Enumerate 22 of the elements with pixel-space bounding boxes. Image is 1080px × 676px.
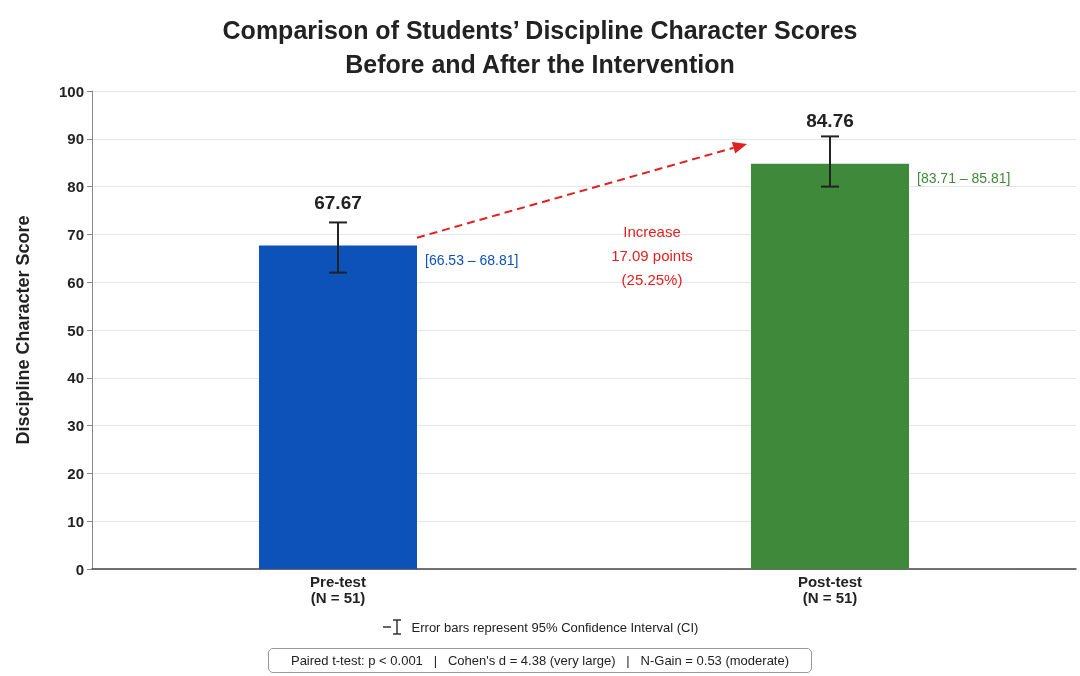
y-tick-label: 70 [67,225,84,243]
annotation: Increase 17.09 points (25.25%) [610,222,694,290]
text: Error bars represent 95% Confidence Interval (CI) [411,619,699,635]
annotation: [83.71 – 85.81] [917,169,1011,186]
text: Paired t-test: p < 0.001 | Cohen's d = 4.38 (very large) | N-Gain = 0.53 (moderate) [267,648,813,673]
y-tick-label: 100 [58,82,84,100]
y-tick-label: 0 [75,560,84,578]
x-tick-label: Pre-test (N = 51) [310,572,366,606]
y-tick-label: 50 [67,321,84,339]
y-tick-label: 10 [67,512,84,530]
y-axis-title: Discipline Character Score [13,215,33,445]
data-label: 67.67 [314,191,362,213]
annotation: [66.53 – 68.81] [425,251,519,268]
data-label: 84.76 [806,109,854,131]
y-tick-label: 30 [67,417,84,435]
y-tick-label: 80 [67,178,84,196]
y-tick-label: 40 [67,369,84,387]
y-tick-label: 90 [67,130,84,148]
y-tick-label: 60 [67,273,84,291]
x-tick-label: Post-test (N = 51) [797,572,863,606]
chart-title: Comparison of Students’ Discipline Character Scores Before and After the Intervention [222,16,858,78]
y-tick-label: 20 [67,464,84,482]
